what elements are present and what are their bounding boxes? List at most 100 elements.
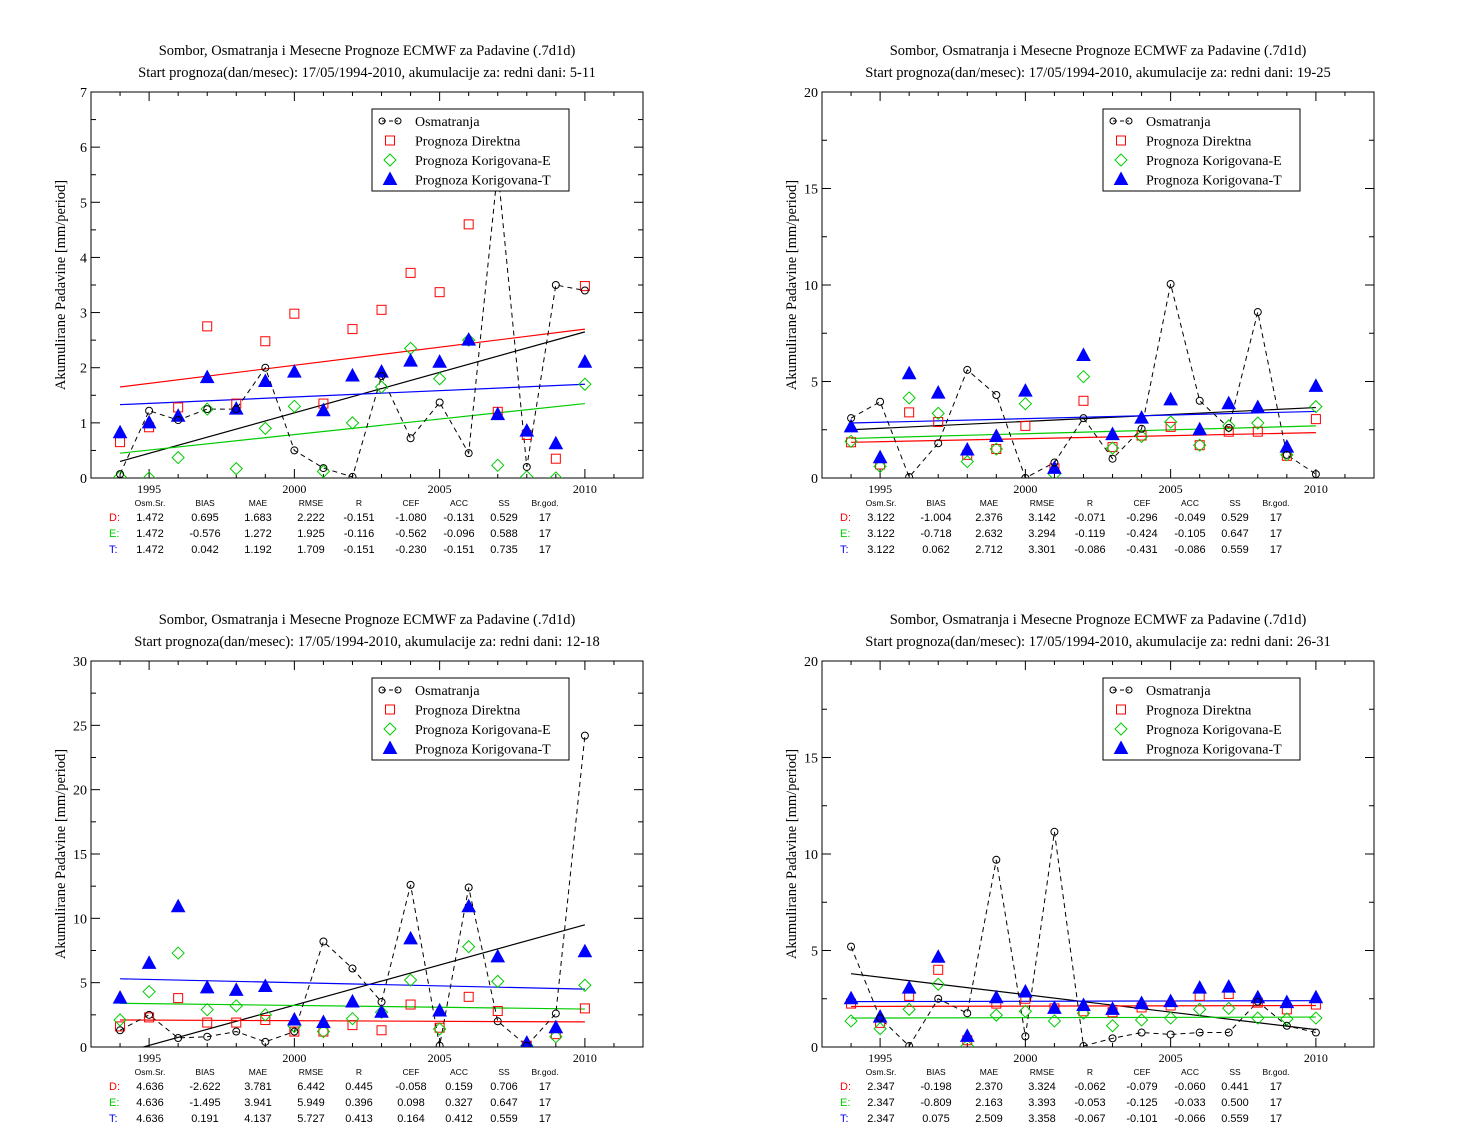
stats-cell: -0.105 [1174, 528, 1205, 540]
y-tick-label: 15 [804, 752, 818, 767]
corr_e-point [229, 999, 243, 1013]
stats-cell: 6.442 [297, 1081, 325, 1093]
stats-header: RMSE [299, 1067, 324, 1077]
y-tick-label: 5 [80, 196, 87, 211]
stats-cell: 0.706 [490, 1081, 518, 1093]
obs-point [1108, 454, 1117, 463]
legend-direct-marker [1116, 135, 1126, 146]
stats-header: SS [498, 1067, 510, 1077]
stats-cell: -0.096 [443, 528, 474, 540]
stats-header: MAE [980, 498, 999, 508]
corr_e-point [258, 1008, 273, 1022]
x-tick-label: 2010 [573, 1051, 597, 1065]
stats-cell: -0.062 [1074, 1081, 1105, 1093]
corr_t-point [1076, 997, 1091, 1012]
corr_t-point [432, 1002, 447, 1017]
corr_t-point [577, 354, 593, 368]
obs-point [876, 397, 885, 406]
obs-point [963, 365, 972, 374]
stats-cell: 17 [1270, 1113, 1282, 1125]
obs-point [406, 434, 415, 443]
stats-cell: -0.151 [343, 544, 374, 556]
corr_e-point [1163, 415, 1178, 429]
x-tick-label: 1995 [137, 1051, 161, 1065]
corr_t-point [1250, 989, 1266, 1004]
chart-panel-3: Sombor, Osmatranja i Mesecne Prognoze EC… [53, 612, 644, 1125]
obs-point [1166, 1030, 1175, 1039]
stats-cell: 0.075 [922, 1113, 950, 1125]
corr_e-point [1309, 399, 1323, 414]
stats-cell: -1.080 [395, 512, 426, 524]
corr_t-point [1221, 979, 1237, 993]
obs-point [116, 470, 125, 478]
stats-cell: 17 [1270, 512, 1282, 524]
legend-obs-marker [394, 686, 402, 694]
obs-point [319, 464, 328, 473]
chart-title: Sombor, Osmatranja i Mesecne Prognoze EC… [890, 43, 1307, 59]
corr_t-point [461, 332, 477, 346]
corr_e-point [1222, 419, 1236, 433]
stats-cell: 2.347 [867, 1097, 895, 1109]
corr_t-point [374, 1004, 389, 1018]
corr_t-point [257, 373, 273, 387]
corr_t-point [872, 449, 888, 464]
legend-label-direct: Prognoza Direktna [415, 704, 521, 719]
stats-cell: -0.058 [395, 1081, 426, 1093]
stats-cell: 3.393 [1028, 1097, 1056, 1109]
corr_t-point [199, 369, 215, 384]
obs-point [232, 405, 241, 414]
corr_e-point [345, 416, 360, 430]
corr_t-point [959, 441, 975, 456]
stats-header: BIAS [926, 1067, 946, 1077]
y-tick-label: 0 [80, 1041, 87, 1056]
legend-label-corr_e: Prognoza Korigovana-E [1146, 723, 1282, 738]
trend-line-corr_t [851, 410, 1316, 424]
stats-cell: 0.062 [922, 544, 950, 556]
stats-cell: 2.163 [975, 1097, 1003, 1109]
stats-cell: -0.198 [920, 1081, 951, 1093]
obs-point [1021, 474, 1030, 478]
stats-cell: 0.042 [191, 544, 219, 556]
stats-cell: 1.925 [297, 528, 325, 540]
trend-line-obs [119, 331, 586, 463]
stats-header: ACC [450, 498, 468, 508]
corr_e-point [461, 333, 476, 347]
stats-cell: 5.727 [297, 1113, 325, 1125]
corr_t-point [345, 367, 360, 382]
stats-cell: 17 [1270, 528, 1282, 540]
obs-point [1311, 1028, 1320, 1037]
corr_e-point [1192, 438, 1207, 452]
stats-cell: 2.347 [867, 1113, 895, 1125]
corr_e-point [1280, 448, 1294, 462]
corr_e-point [549, 471, 563, 478]
stats-cell: -0.151 [443, 544, 474, 556]
stats-row-label: E: [840, 528, 850, 540]
obs-point [1253, 997, 1262, 1006]
obs-point [1050, 827, 1059, 836]
stats-cell: 1.272 [244, 528, 272, 540]
obs-point [580, 731, 589, 740]
y-tick-label: 30 [73, 655, 87, 670]
y-tick-label: 4 [80, 251, 87, 266]
corr_t-point [1047, 1000, 1062, 1014]
stats-cell: -1.495 [189, 1097, 220, 1109]
y-tick-label: 5 [80, 977, 87, 992]
corr_t-point [1221, 395, 1237, 410]
obs-point [876, 1014, 885, 1023]
obs-point [1253, 308, 1262, 317]
obs-point [992, 391, 1001, 400]
corr_t-point [988, 989, 1004, 1004]
obs-point [232, 1027, 241, 1036]
stats-cell: -0.296 [1126, 512, 1157, 524]
corr_t-point [112, 424, 128, 439]
direct-point [933, 964, 944, 975]
stats-cell: 3.941 [244, 1097, 272, 1109]
direct-point [579, 281, 590, 292]
direct-point [1165, 421, 1176, 432]
corr_e-point [432, 1022, 447, 1036]
y-tick-label: 0 [811, 1041, 818, 1056]
stats-header: CEF [1134, 498, 1151, 508]
direct-point [991, 444, 1002, 455]
stats-cell: 17 [1270, 1097, 1282, 1109]
